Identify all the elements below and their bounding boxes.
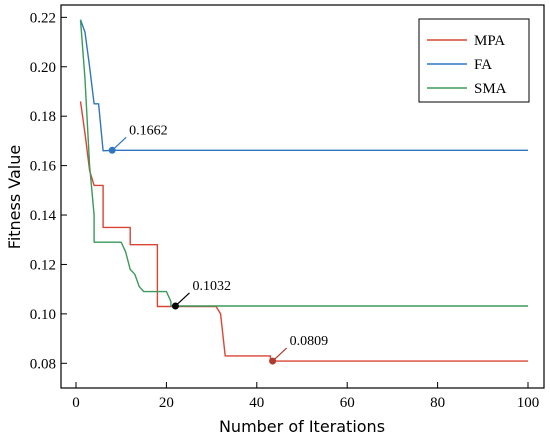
legend-label-sma: SMA bbox=[474, 81, 507, 97]
plot-frame bbox=[60, 4, 545, 389]
legend: MPA FA SMA bbox=[418, 18, 530, 103]
annotation-marker bbox=[108, 146, 116, 154]
y-tick-label: 0.16 bbox=[30, 159, 57, 175]
legend-box bbox=[418, 18, 530, 103]
y-tick-label: 0.22 bbox=[30, 10, 56, 26]
annotation-label: 0.1032 bbox=[192, 279, 231, 294]
series-line-mpa bbox=[79, 101, 528, 362]
y-tick-label: 0.12 bbox=[30, 257, 56, 273]
y-tick-label: 0.08 bbox=[30, 356, 56, 372]
series-line-sma bbox=[79, 19, 528, 307]
x-tick-label: 20 bbox=[159, 395, 174, 411]
y-tick-label: 0.10 bbox=[30, 307, 56, 323]
x-tick-label: 0 bbox=[72, 395, 80, 411]
x-tick-label: 60 bbox=[340, 395, 355, 411]
axis-ticks: 0 20 40 60 80 100 0.08 0.10 0.12 0.14 0.16 0.18 0.20… bbox=[30, 10, 540, 411]
annotation-label: 0.0809 bbox=[290, 334, 329, 349]
y-tick-label: 0.18 bbox=[30, 109, 56, 125]
y-tick-label: 0.14 bbox=[30, 208, 57, 224]
y-axis-title: Fitness Value bbox=[5, 145, 24, 249]
x-tick-label: 40 bbox=[249, 395, 264, 411]
annotations-layer: 0.1662 0.1032 0.0809 bbox=[108, 123, 329, 365]
legend-label-fa: FA bbox=[474, 57, 492, 73]
x-axis-title: Number of Iterations bbox=[219, 417, 385, 436]
annotation-marker bbox=[269, 357, 277, 365]
y-tick-label: 0.20 bbox=[30, 60, 56, 76]
x-tick-label: 100 bbox=[517, 395, 540, 411]
legend-label-mpa: MPA bbox=[474, 33, 505, 49]
x-tick-label: 80 bbox=[430, 395, 445, 411]
annotation-label: 0.1662 bbox=[129, 123, 168, 138]
annotation-marker bbox=[171, 302, 179, 310]
